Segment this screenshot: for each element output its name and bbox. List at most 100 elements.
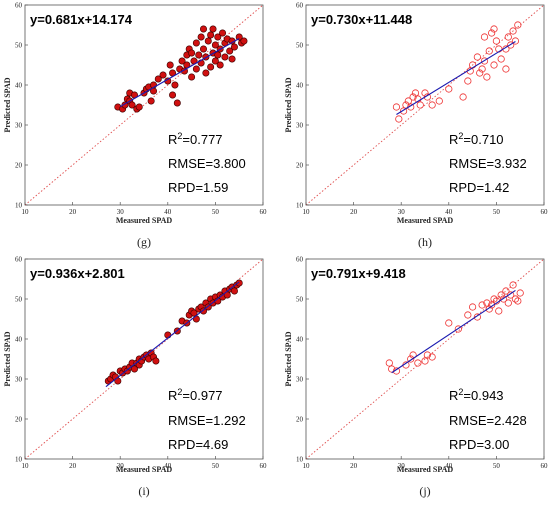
fit-line	[391, 290, 516, 374]
data-point	[485, 47, 493, 55]
identity-line	[305, 4, 545, 206]
data-point	[473, 53, 481, 61]
r2-value: =0.777	[182, 132, 222, 147]
fit-equation: y=0.681x+14.174	[30, 12, 133, 27]
y-tick-label: 60	[15, 256, 23, 264]
y-axis-label: Predicted SPAD	[284, 331, 293, 386]
y-tick-label: 40	[296, 82, 304, 90]
data-point	[159, 71, 167, 79]
data-point	[240, 37, 248, 45]
y-tick-label: 10	[296, 202, 304, 210]
data-point	[483, 73, 491, 81]
fit-line-path	[119, 38, 240, 108]
data-point	[454, 325, 462, 333]
fit-line	[105, 281, 240, 388]
fit-equation: y=0.936x+2.801	[30, 266, 125, 281]
data-point	[476, 69, 484, 77]
axis-ticks: 10 20 30 40 50 60 10 20 30 40 50 60	[15, 256, 267, 471]
data-point	[192, 39, 200, 47]
x-tick-label: 10	[303, 462, 311, 470]
data-point	[190, 309, 198, 317]
data-point	[509, 27, 517, 35]
data-point	[214, 33, 222, 41]
identity-line-path	[305, 4, 545, 206]
rmse-text: RMSE=3.932	[449, 156, 527, 171]
y-tick-label: 10	[296, 456, 304, 464]
data-point	[495, 307, 503, 315]
data-point	[230, 43, 238, 51]
x-tick-label: 30	[398, 462, 406, 470]
r2-text: R2=0.943	[449, 387, 504, 403]
data-point	[230, 287, 238, 295]
data-point	[509, 281, 517, 289]
data-point	[478, 65, 486, 73]
x-tick-label: 50	[493, 208, 501, 216]
x-axis-label: Measured SPAD	[397, 465, 454, 474]
data-point	[507, 291, 515, 299]
data-point	[200, 45, 208, 53]
y-tick-label: 40	[15, 82, 23, 90]
scatter-points	[385, 281, 524, 375]
rmse-text: RMSE=3.800	[168, 156, 246, 171]
rmse-text: RMSE=1.292	[168, 413, 246, 428]
data-point	[152, 357, 160, 365]
data-point	[207, 31, 215, 39]
y-tick-label: 20	[15, 416, 23, 424]
data-point	[195, 51, 203, 59]
x-tick-label: 30	[117, 462, 125, 470]
y-tick-label: 60	[296, 256, 304, 264]
data-point	[385, 359, 393, 367]
data-point	[200, 307, 208, 315]
data-point	[411, 89, 420, 97]
data-point	[514, 21, 522, 29]
x-tick-label: 10	[303, 208, 311, 216]
data-point	[459, 93, 467, 101]
rmse-text: RMSE=2.428	[449, 413, 527, 428]
data-point	[235, 33, 243, 41]
y-tick-label: 50	[15, 296, 23, 304]
data-point	[130, 365, 138, 373]
r2-text: R2=0.977	[168, 387, 223, 403]
data-point	[469, 303, 477, 311]
data-point	[473, 313, 481, 321]
y-tick-label: 40	[296, 336, 304, 344]
x-tick-label: 20	[69, 462, 77, 470]
data-point	[171, 81, 179, 89]
data-point	[423, 351, 431, 359]
data-point	[504, 33, 512, 41]
data-point	[192, 65, 200, 73]
x-tick-label: 30	[398, 208, 406, 216]
x-tick-label: 60	[260, 462, 268, 470]
data-point	[490, 61, 498, 69]
x-axis-label: Measured SPAD	[116, 216, 173, 225]
data-point	[435, 97, 443, 105]
x-tick-label: 20	[69, 208, 77, 216]
data-point	[488, 29, 496, 37]
x-tick-label: 60	[260, 208, 268, 216]
rpd-text: RPD=4.69	[168, 437, 228, 452]
panel-label: (i)	[138, 484, 149, 498]
data-point	[428, 101, 436, 109]
y-tick-label: 30	[296, 376, 304, 384]
y-tick-label: 30	[296, 122, 304, 130]
x-tick-label: 30	[117, 208, 125, 216]
data-point	[235, 279, 243, 287]
data-point	[511, 37, 520, 45]
data-point	[154, 75, 162, 83]
data-point	[202, 69, 210, 77]
data-point	[399, 107, 408, 115]
data-point	[404, 97, 412, 105]
x-axis-label: Measured SPAD	[116, 465, 173, 474]
data-point	[516, 289, 524, 297]
x-tick-label: 60	[541, 208, 549, 216]
data-point	[178, 57, 186, 65]
data-point	[395, 115, 403, 123]
data-point	[483, 299, 491, 307]
rpd-text: RPD=1.59	[168, 180, 228, 195]
data-point	[511, 295, 520, 303]
x-tick-label: 10	[22, 462, 30, 470]
panel-label: (h)	[418, 235, 432, 249]
data-point	[492, 37, 500, 45]
axis-ticks: 10 20 30 40 50 60 10 20 30 40 50 60	[296, 256, 548, 471]
fit-line-path	[396, 41, 516, 115]
